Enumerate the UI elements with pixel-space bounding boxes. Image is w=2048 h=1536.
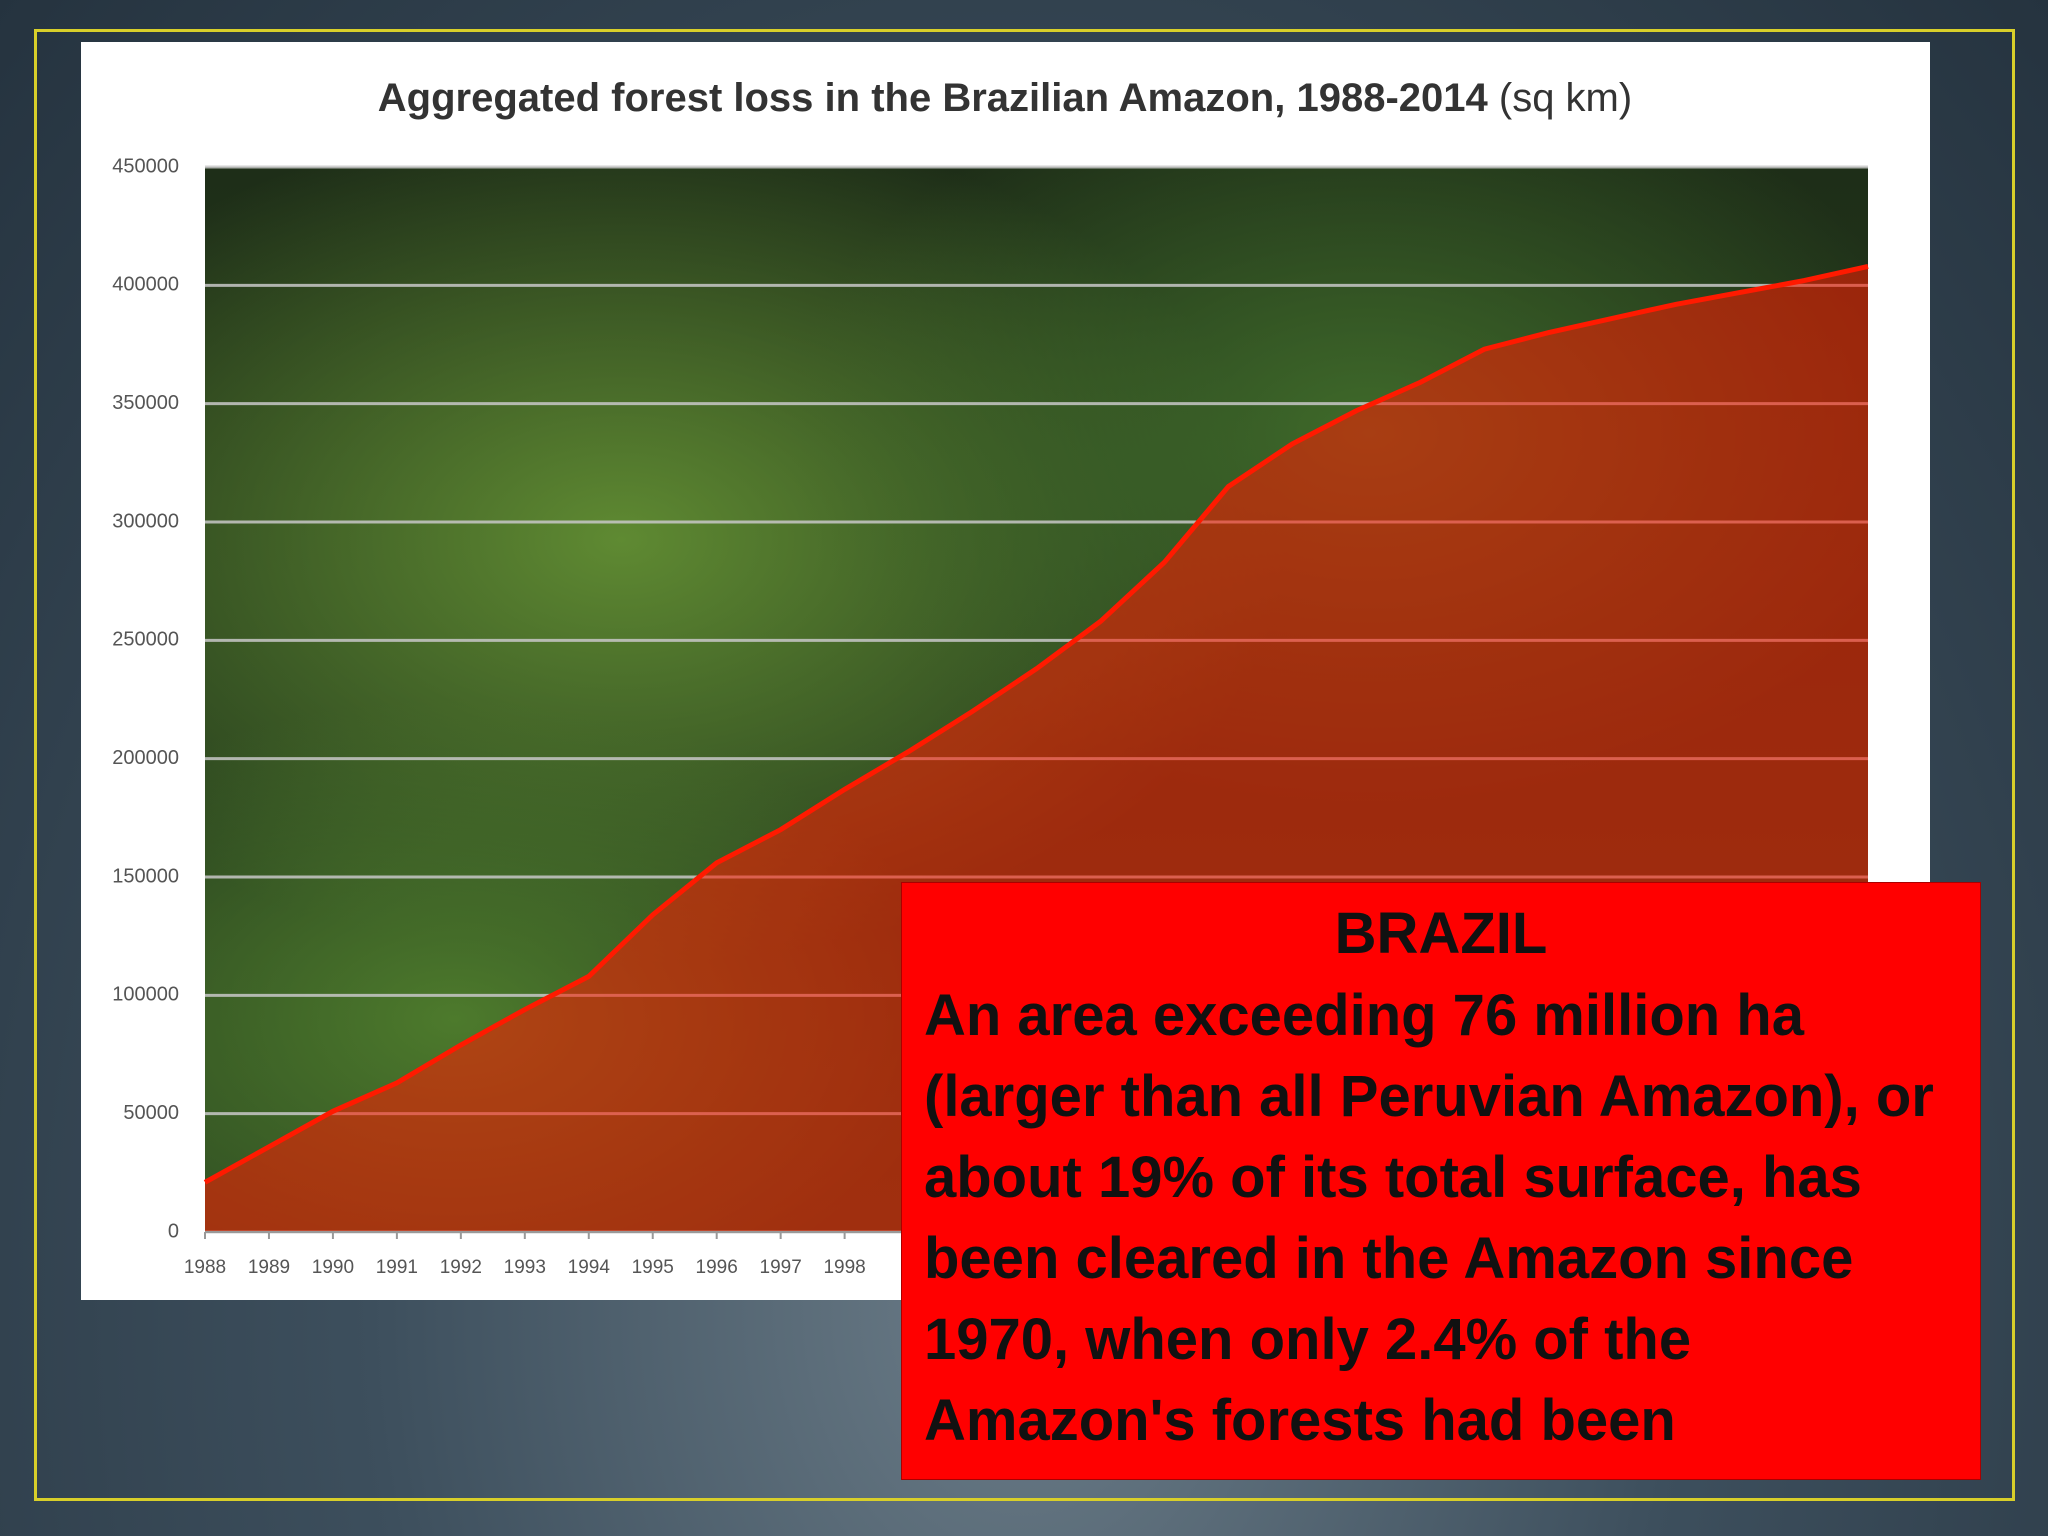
y-tick-label: 450000 (112, 155, 179, 177)
x-tick-label: 1989 (248, 1257, 290, 1278)
chart-title: Aggregated forest loss in the Brazilian … (378, 76, 1632, 120)
area-line (203, 263, 1869, 1185)
y-tick-label: 0 (168, 1220, 179, 1242)
y-tick-label: 250000 (112, 629, 179, 651)
y-tick-label: 300000 (112, 510, 179, 532)
callout-text: An area exceeding 76 million ha (larger … (924, 983, 1934, 1453)
x-tick-label: 1990 (312, 1257, 354, 1278)
x-tick-label: 1996 (696, 1257, 738, 1278)
x-tick-label: 1993 (504, 1257, 546, 1278)
x-tick-label: 1988 (184, 1257, 226, 1278)
slide-frame (34, 29, 2015, 1501)
x-tick-label: 1997 (760, 1257, 802, 1278)
y-tick-label: 400000 (112, 274, 179, 296)
x-tick-label: 1998 (823, 1257, 865, 1278)
y-tick-label: 150000 (112, 865, 179, 887)
y-tick-label: 50000 (123, 1102, 179, 1124)
y-tick-label: 100000 (112, 984, 179, 1006)
x-tick-label: 1991 (376, 1257, 418, 1278)
callout-box: BRAZIL An area exceeding 76 million ha (… (901, 882, 1981, 1480)
x-tick-label: 1994 (568, 1257, 611, 1278)
y-tick-label: 200000 (112, 747, 179, 769)
x-tick-label: 1995 (632, 1257, 674, 1278)
x-tick-label: 1992 (440, 1257, 482, 1278)
callout-heading: BRAZIL (1334, 901, 1548, 966)
title-main: Aggregated forest loss in the Brazilian … (378, 76, 1489, 120)
chart: Aggregated forest loss in the Brazilian … (81, 42, 1930, 1300)
title-unit: (sq km) (1499, 76, 1632, 120)
y-tick-label: 350000 (112, 392, 179, 414)
